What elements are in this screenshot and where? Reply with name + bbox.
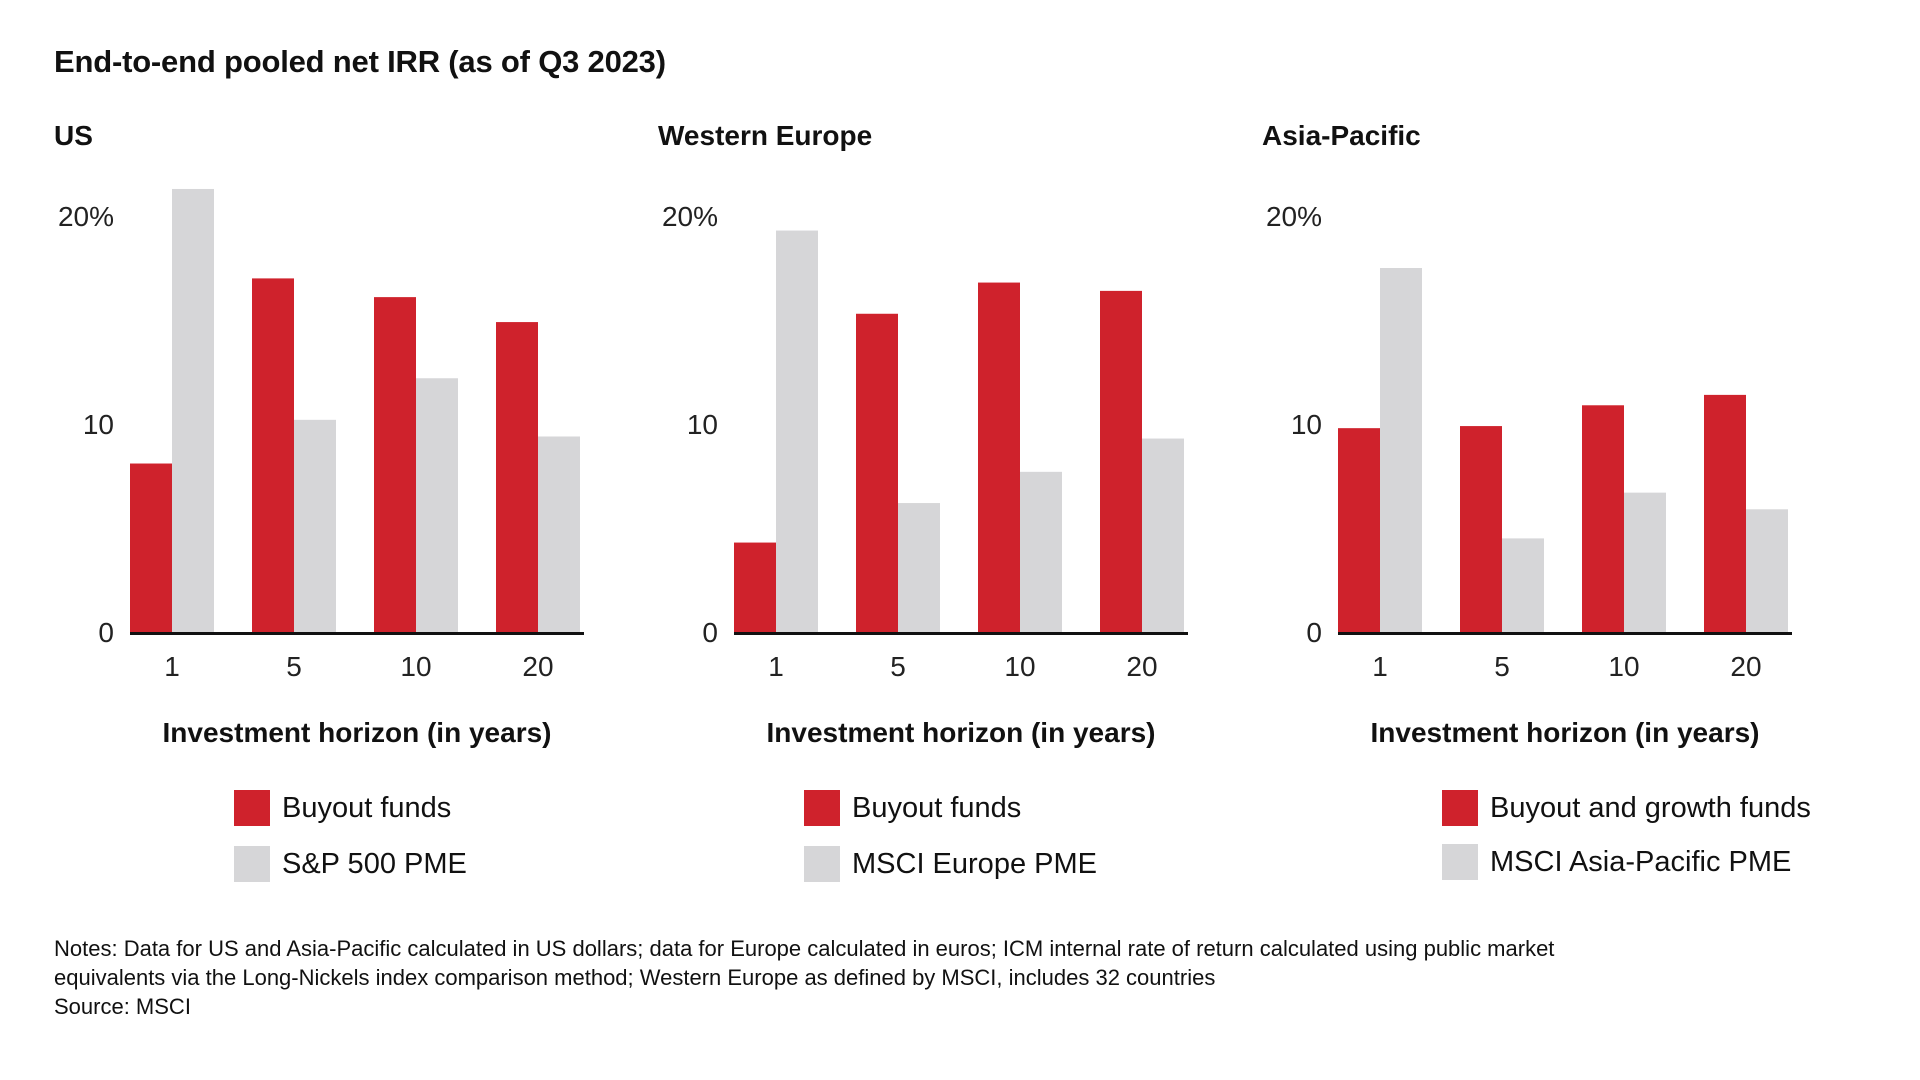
bar-pme <box>898 503 940 632</box>
bar-buyout <box>856 313 898 632</box>
bar-buyout <box>252 278 294 632</box>
legend-swatch <box>1442 844 1478 880</box>
bar-buyout <box>374 297 416 632</box>
bar-pme <box>1502 538 1544 632</box>
legend-label: S&P 500 PME <box>282 848 467 880</box>
notes: Notes: Data for US and Asia-Pacific calc… <box>54 934 1854 1021</box>
y-tick-label: 0 <box>1306 617 1322 648</box>
notes-line-1: Notes: Data for US and Asia-Pacific calc… <box>54 936 1555 961</box>
y-tick-label: 0 <box>98 617 114 648</box>
bar-pme <box>416 378 458 632</box>
y-tick-label: 10 <box>687 409 718 440</box>
legend-label: MSCI Asia-Pacific PME <box>1490 846 1792 878</box>
bar-buyout <box>1100 290 1142 632</box>
legend-swatch <box>234 846 270 882</box>
legend-swatch <box>234 790 270 826</box>
x-axis-label: Investment horizon (in years) <box>163 717 552 748</box>
x-tick-label: 20 <box>1126 651 1157 682</box>
bar-pme <box>294 419 336 632</box>
bar-buyout <box>1704 394 1746 632</box>
bar-buyout <box>978 282 1020 632</box>
x-tick-label: 5 <box>286 651 302 682</box>
x-axis-label: Investment horizon (in years) <box>1371 717 1760 748</box>
chart-title: Western Europe <box>658 120 873 151</box>
bar-pme <box>538 436 580 632</box>
y-tick-label: 20% <box>1266 201 1322 232</box>
notes-line-2: equivalents via the Long-Nickels index c… <box>54 965 1216 990</box>
bar-pme <box>1142 438 1184 632</box>
source-line: Source: MSCI <box>54 994 191 1019</box>
bar-buyout <box>130 463 172 632</box>
legend-label: Buyout funds <box>282 792 452 824</box>
bar-buyout <box>1582 405 1624 632</box>
x-tick-label: 1 <box>164 651 180 682</box>
legend-label: MSCI Europe PME <box>852 848 1097 880</box>
x-tick-label: 10 <box>1004 651 1035 682</box>
legend-swatch <box>804 790 840 826</box>
x-tick-label: 1 <box>1372 651 1388 682</box>
y-tick-label: 20% <box>58 201 114 232</box>
chart-plot: 0 10 20% 1 5 10 20 Investment horizon (in years… <box>662 201 1188 748</box>
legend-swatch <box>804 846 840 882</box>
y-tick-label: 10 <box>1291 409 1322 440</box>
chart-panel-3: Asia-Pacific 0 10 20% 1 5 10 20 Investment horiz… <box>1262 110 1842 910</box>
y-tick-label: 0 <box>702 617 718 648</box>
x-axis-label: Investment horizon (in years) <box>767 717 1156 748</box>
bar-pme <box>1746 509 1788 632</box>
chart-plot: 0 10 20% 1 5 10 20 Investment horizon (in years… <box>58 188 584 748</box>
x-tick-label: 10 <box>1608 651 1639 682</box>
bar-buyout <box>496 322 538 632</box>
bar-buyout <box>734 542 776 632</box>
bar-pme <box>776 230 818 632</box>
y-tick-label: 10 <box>83 409 114 440</box>
y-tick-label: 20% <box>662 201 718 232</box>
x-tick-label: 20 <box>1730 651 1761 682</box>
x-tick-label: 10 <box>400 651 431 682</box>
legend-label: Buyout and growth funds <box>1490 792 1811 824</box>
bar-buyout <box>1460 426 1502 632</box>
legend-label: Buyout funds <box>852 792 1022 824</box>
bar-buyout <box>1338 428 1380 632</box>
x-tick-label: 5 <box>1494 651 1510 682</box>
bar-pme <box>172 188 214 632</box>
chart-panel-2: Western Europe 0 10 20% 1 5 10 20 Investment hor… <box>658 110 1238 910</box>
chart-title: Asia-Pacific <box>1262 120 1421 151</box>
x-tick-label: 20 <box>522 651 553 682</box>
main-title: End-to-end pooled net IRR (as of Q3 2023… <box>54 44 666 79</box>
chart-title: US <box>54 120 93 151</box>
x-tick-label: 1 <box>768 651 784 682</box>
bar-pme <box>1624 492 1666 632</box>
bar-pme <box>1020 471 1062 632</box>
chart-panel-1: US 0 10 20% 1 5 10 20 Investment horizon (in yea… <box>54 110 634 910</box>
legend-swatch <box>1442 790 1478 826</box>
x-tick-label: 5 <box>890 651 906 682</box>
chart-plot: 0 10 20% 1 5 10 20 Investment horizon (in years… <box>1266 201 1792 748</box>
bar-pme <box>1380 268 1422 632</box>
